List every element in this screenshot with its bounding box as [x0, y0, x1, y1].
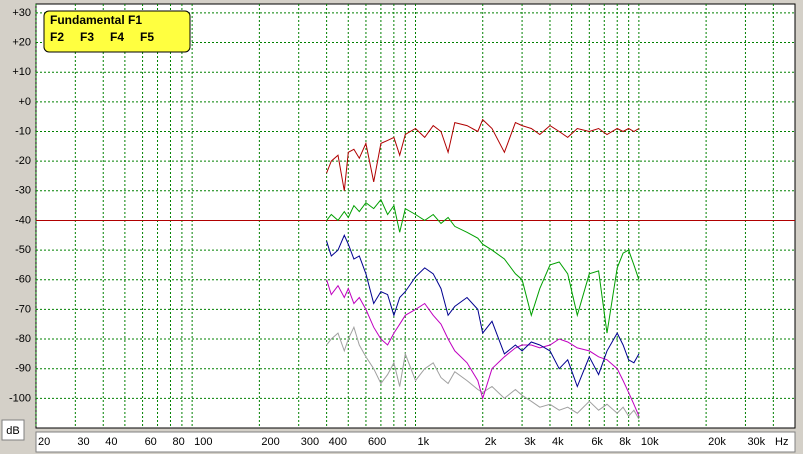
legend-entry: F4	[110, 30, 124, 44]
series-line	[326, 234, 640, 388]
x-tick-label: 30	[77, 436, 89, 448]
y-tick-label: -90	[15, 363, 31, 375]
y-tick-label: -40	[15, 214, 31, 226]
y-tick-label: +0	[18, 96, 31, 108]
x-tick-label: 80	[172, 436, 184, 448]
legend-entry: F3	[80, 30, 94, 44]
x-tick-label: 1k	[418, 436, 430, 448]
series-line	[326, 279, 640, 417]
legend-box	[43, 10, 191, 53]
x-axis-label: Hz	[775, 436, 788, 448]
x-tick-label: 300	[301, 436, 319, 448]
x-axis-strip	[35, 431, 796, 453]
y-tick-label: -100	[9, 392, 31, 404]
x-tick-label: 8k	[619, 436, 631, 448]
x-tick-label: 20k	[708, 436, 726, 448]
legend-entry: F2	[50, 30, 64, 44]
x-tick-label: 200	[261, 436, 279, 448]
y-tick-label: +20	[12, 36, 31, 48]
x-tick-label: 20	[38, 436, 50, 448]
x-tick-label: 30k	[747, 436, 765, 448]
legend: Fundamental F1 F2 F3 F4 F5	[43, 10, 191, 53]
legend-entry: Fundamental F1	[50, 13, 142, 27]
y-tick-label: -70	[15, 303, 31, 315]
x-tick-label: 600	[368, 436, 386, 448]
y-tick-label: -80	[15, 333, 31, 345]
x-tick-label: 4k	[552, 436, 564, 448]
grid	[35, 4, 795, 428]
series-line	[326, 198, 640, 334]
x-tick-label: 400	[329, 436, 347, 448]
x-tick-label: 2k	[485, 436, 497, 448]
x-tick-label: 10k	[641, 436, 659, 448]
x-tick-label: 60	[145, 436, 157, 448]
series-lines	[326, 118, 640, 420]
series-line	[326, 118, 640, 191]
y-tick-label: +30	[12, 7, 31, 19]
y-tick-label: -10	[15, 125, 31, 137]
x-tick-label: 40	[105, 436, 117, 448]
legend-entry: F5	[140, 30, 154, 44]
y-tick-label: -60	[15, 274, 31, 286]
x-tick-label: 100	[194, 436, 212, 448]
y-tick-label: -30	[15, 185, 31, 197]
series-line	[326, 325, 640, 420]
x-tick-label: 3k	[524, 436, 536, 448]
y-tick-label: -50	[15, 244, 31, 256]
y-axis-label: dB	[6, 425, 19, 437]
y-unit-box	[1, 419, 25, 441]
x-tick-label: 6k	[591, 436, 603, 448]
y-tick-label: -20	[15, 155, 31, 167]
y-tick-label: +10	[12, 66, 31, 78]
